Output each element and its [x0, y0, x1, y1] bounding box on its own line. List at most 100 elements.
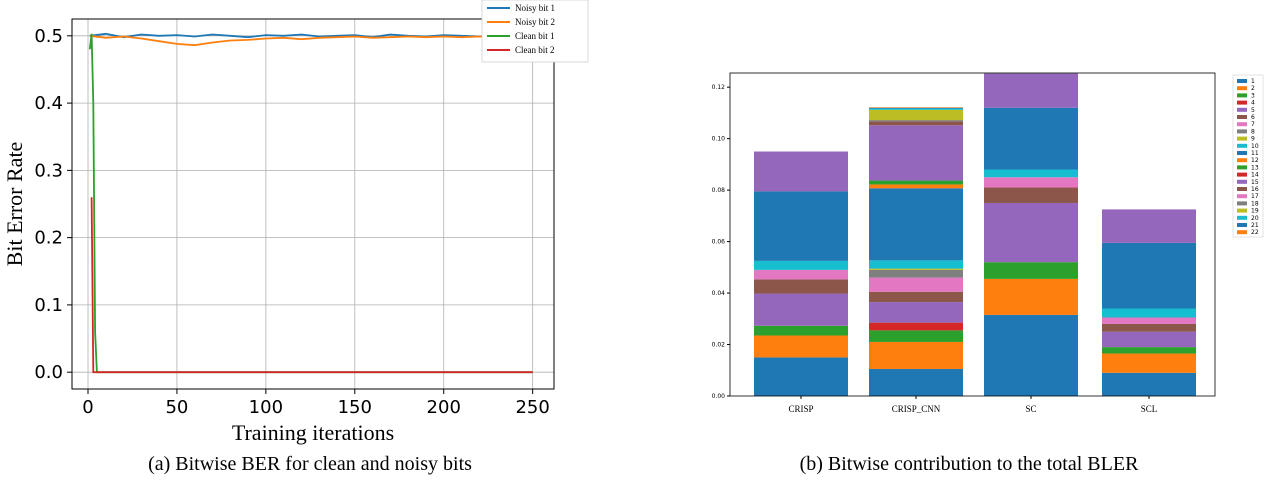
bar-segment-crisp-bit-1: [754, 357, 848, 396]
y-tick-label: 0.2: [34, 228, 63, 249]
legend-swatch: [1237, 79, 1247, 83]
bar-segment-crisp-bit-15: [754, 151, 848, 192]
legend-swatch: [1237, 230, 1247, 235]
bar-segment-crisp-bit-7: [754, 269, 848, 280]
axis-ticks: CRISP CRISP_CNN SC SCL 0.00 0.02 0.04 0.06 0.08 0…: [712, 84, 1158, 414]
bar-segment-sc-bit-1: [984, 314, 1078, 396]
legend-swatch: [1237, 151, 1247, 155]
bar-segment-sc-bit-10: [984, 169, 1078, 178]
gridlines: [72, 19, 554, 389]
bar-segment-scl-bit-2: [1102, 353, 1196, 373]
x-tick-label: SC: [1025, 404, 1036, 414]
bar-segment-sc-bit-3: [984, 262, 1078, 279]
y-tick-label: 0.04: [712, 290, 726, 297]
legend-label: 5: [1251, 107, 1255, 114]
bar-segment-sc-bit-5: [984, 202, 1078, 263]
bar-segment-crisp-bit-6: [754, 279, 848, 294]
bar-segment-crisp_cnn-bit-18: [869, 120, 963, 122]
y-tick-label: 0.00: [712, 393, 726, 400]
x-tick-label: CRISP_CNN: [892, 404, 941, 414]
y-tick-label: 0.10: [712, 136, 726, 143]
bar-segment-crisp-bit-10: [754, 260, 848, 270]
bar-segment-crisp_cnn-bit-16: [869, 121, 963, 126]
x-tick-label: 150: [338, 397, 372, 418]
bar-segment-crisp_cnn-bit-5: [869, 302, 963, 323]
legend-swatch: [1237, 172, 1247, 177]
series-line-noisy-bit-2: [89, 34, 533, 47]
legend-label: 11: [1251, 150, 1259, 157]
bar-segment-crisp-bit-2: [754, 335, 848, 358]
bar-segment-crisp_cnn-bit-22: [869, 107, 963, 108]
bar-segment-crisp_cnn-bit-20: [869, 108, 963, 110]
legend-label: 9: [1251, 136, 1255, 143]
y-tick-label: 0.5: [34, 26, 63, 47]
legend-swatch: [1237, 115, 1247, 119]
y-tick-label: 0.08: [712, 187, 726, 194]
legend-label: 21: [1251, 222, 1259, 229]
legend-swatch: [1237, 165, 1247, 170]
legend-swatch: [1237, 201, 1247, 206]
legend-label: 12: [1251, 157, 1259, 164]
legend-label: 20: [1251, 215, 1259, 222]
y-tick-label: 0.4: [34, 93, 63, 114]
bler-stacked-bar-chart: CRISP CRISP_CNN SC SCL 0.00 0.02 0.04 0.06 0.08 0…: [712, 72, 1264, 475]
ber-line-chart: 0 50 100 150 200 250 0.0 0.1 0.2 0.3 0.4 0.5 Traini…: [2, 0, 589, 475]
bar-segment-sc-bit-6: [984, 187, 1078, 203]
bar-segment-sc-bit-15: [984, 73, 1078, 108]
legend-label: 6: [1251, 114, 1255, 121]
legend: Noisy bit 1 Noisy bit 2 Clean bit 1 Clean b…: [481, 0, 589, 63]
bar-segment-crisp-bit-3: [754, 325, 848, 336]
legend-label: Clean bit 1: [515, 31, 555, 41]
legend-label: Noisy bit 1: [515, 3, 555, 13]
bar-segment-sc-bit-11: [984, 107, 1078, 170]
legend-label: 17: [1251, 193, 1259, 200]
x-tick-label: SCL: [1141, 404, 1158, 414]
y-tick-label: 0.1: [34, 295, 63, 316]
bar-segment-crisp_cnn-bit-15: [869, 125, 963, 181]
legend-label: 22: [1251, 229, 1259, 236]
legend-box: [481, 0, 589, 63]
legend-label: 13: [1251, 164, 1259, 171]
y-axis-label: Bit Error Rate: [2, 142, 27, 267]
bar-segment-crisp-bit-5: [754, 293, 848, 326]
bar-segment-crisp_cnn-bit-4: [869, 322, 963, 331]
legend-label: 4: [1251, 100, 1255, 107]
bar-segment-crisp_cnn-bit-2: [869, 341, 963, 369]
legend-swatch: [1237, 93, 1247, 98]
legend-swatch: [1237, 143, 1247, 148]
caption-b: (b) Bitwise contribution to the total BL…: [800, 453, 1140, 475]
bar-segment-crisp_cnn-bit-3: [869, 330, 963, 342]
x-tick-label: 50: [165, 397, 188, 418]
legend-label: 16: [1251, 186, 1259, 193]
legend-swatch: [1237, 107, 1247, 112]
x-tick-label: 100: [249, 397, 283, 418]
legend-swatch: [1237, 122, 1247, 127]
axis-ticks: 0 50 100 150 200 250 0.0 0.1 0.2 0.3 0.4 0.5: [34, 26, 549, 418]
series-line-noisy-bit-1: [89, 32, 533, 39]
bar-segment-crisp_cnn-bit-9: [869, 268, 963, 270]
legend-label: 7: [1251, 121, 1255, 128]
y-tick-label: 0.06: [712, 239, 726, 246]
legend-swatch: [1237, 158, 1247, 163]
legend-label: 14: [1251, 172, 1259, 179]
bar-segment-sc-bit-7: [984, 177, 1078, 188]
bar-segment-crisp_cnn-bit-6: [869, 291, 963, 303]
bar-segment-crisp_cnn-bit-8: [869, 269, 963, 278]
legend-label: 2: [1251, 85, 1255, 92]
y-tick-label: 0.3: [34, 160, 63, 181]
series-line-clean-bit-1: [88, 33, 533, 374]
bar-segment-scl-bit-3: [1102, 347, 1196, 354]
legend-label: 8: [1251, 128, 1255, 135]
legend-swatch: [1237, 136, 1247, 141]
bar-segment-crisp_cnn-bit-13: [869, 180, 963, 185]
y-tick-label: 0.12: [712, 84, 726, 91]
legend-swatch: [1237, 179, 1247, 184]
bar-segment-crisp_cnn-bit-21: [869, 107, 963, 109]
legend-swatch: [1237, 223, 1247, 227]
series-lines: [88, 32, 533, 374]
bar-segment-sc-bit-2: [984, 278, 1078, 315]
bar-segment-scl-bit-10: [1102, 308, 1196, 318]
bar-segment-scl-bit-6: [1102, 323, 1196, 332]
legend-swatch: [1237, 86, 1247, 91]
